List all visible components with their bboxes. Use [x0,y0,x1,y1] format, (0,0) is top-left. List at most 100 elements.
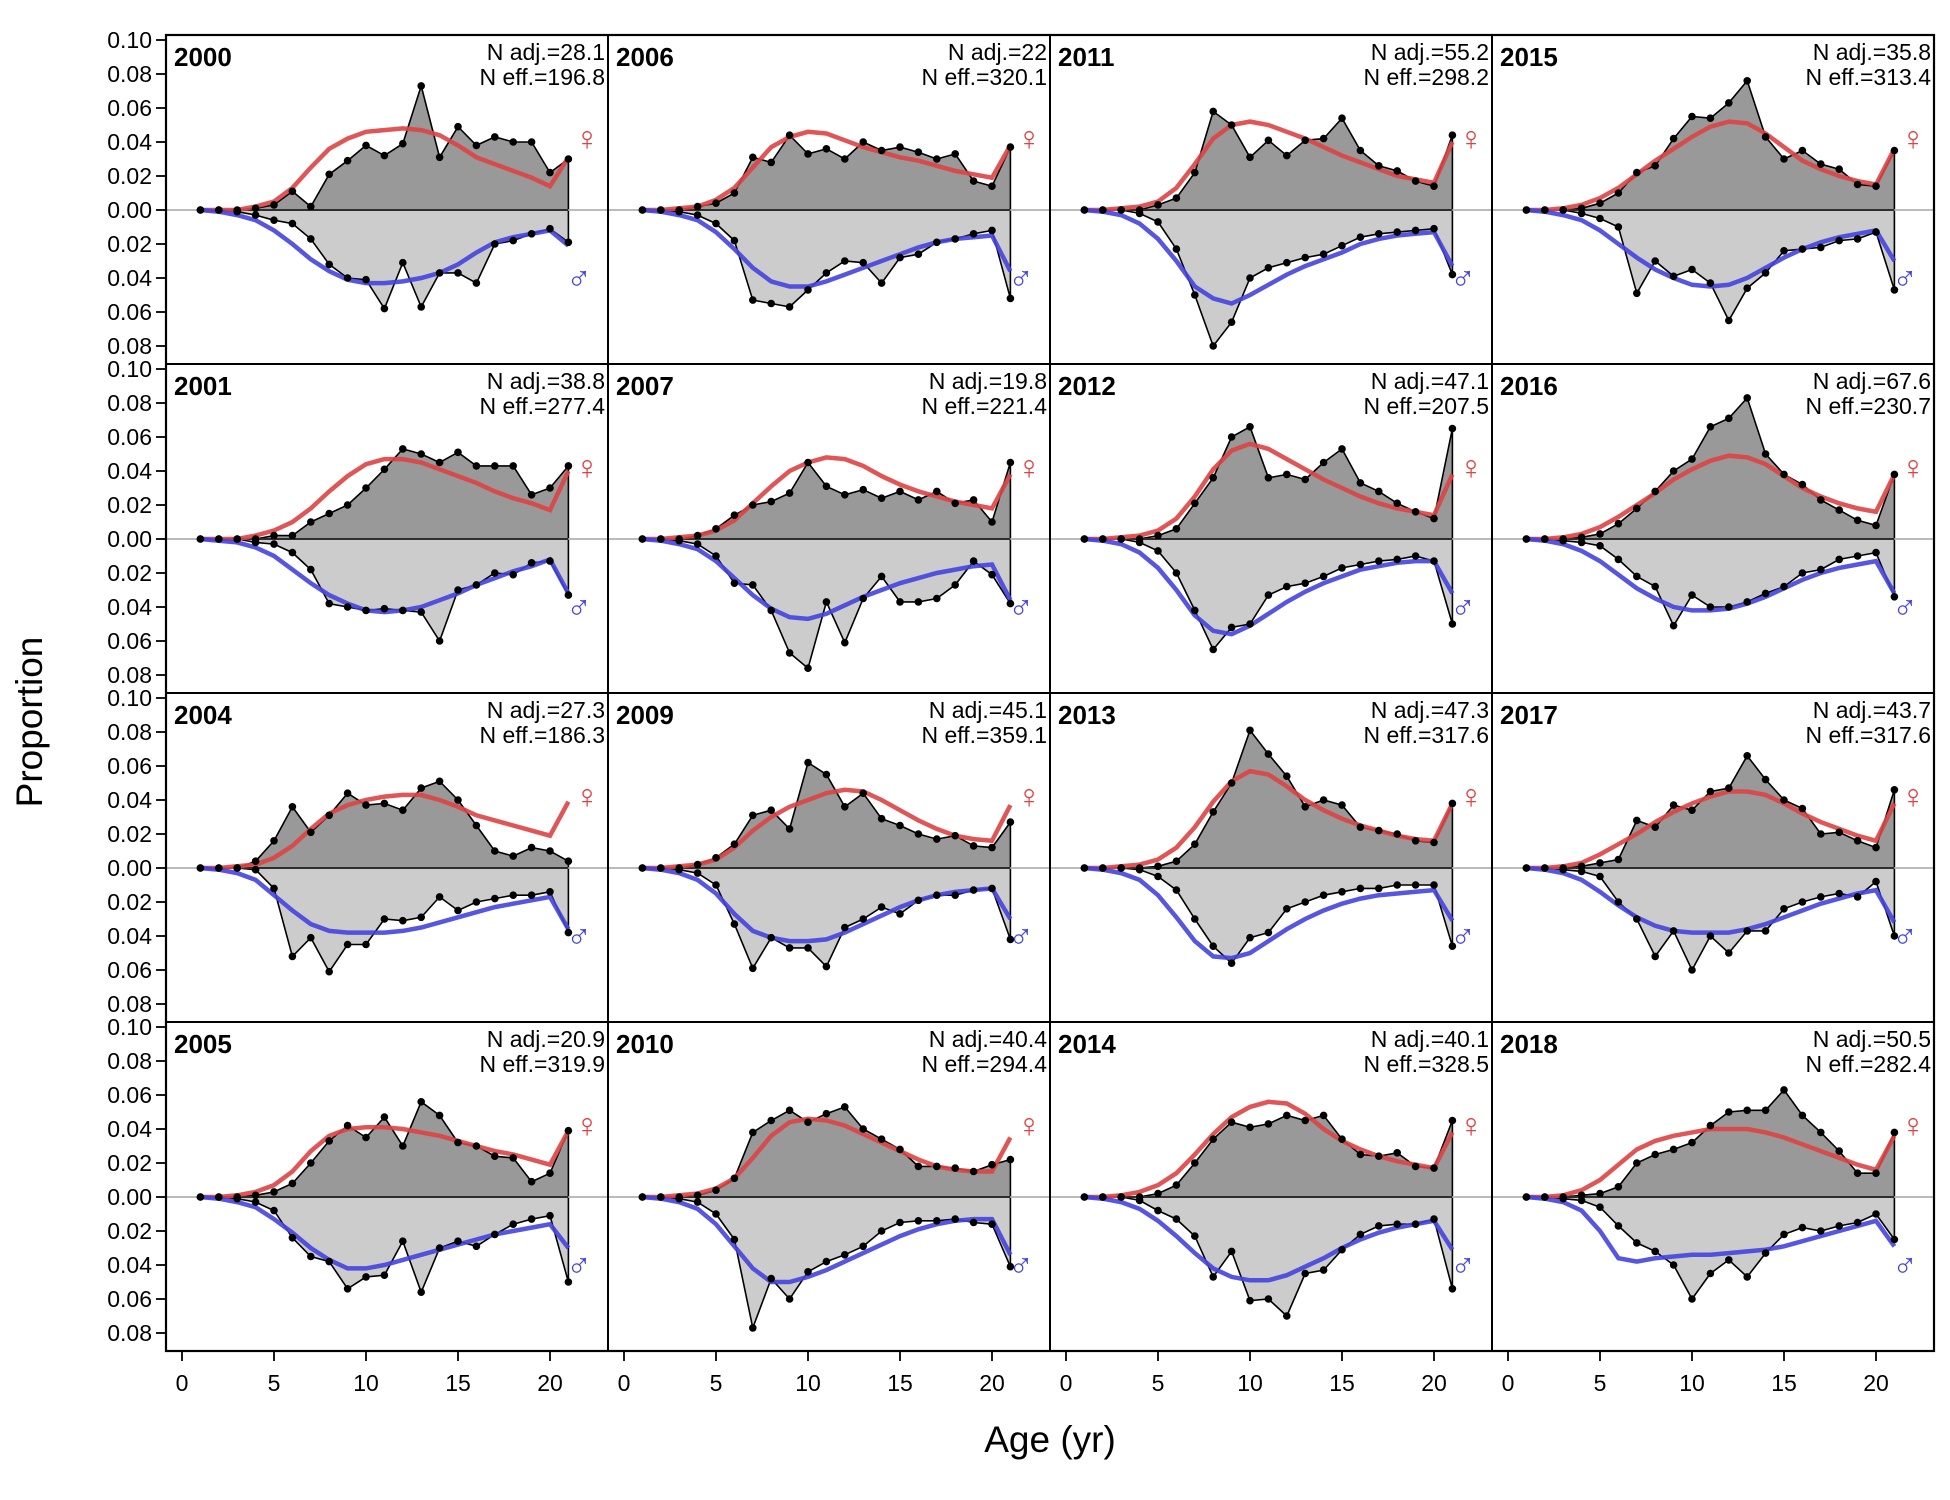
panel-year-label: 2006 [616,42,674,72]
male-obs-point [1338,241,1346,250]
n-eff-label: N eff.=186.3 [479,722,605,748]
male-obs-point [1633,572,1641,581]
female-obs-point [1853,1169,1862,1177]
x-tick-label: 10 [353,1370,379,1396]
panel-2012: ♀ ♂ 2012 N adj.=47.1N eff.=207.5 [1049,363,1493,694]
female-symbol: ♀ [1900,778,1926,816]
female-obs-point [1725,414,1733,423]
female-obs-point [1743,1106,1751,1115]
male-obs-point [767,933,775,942]
male-obs-point [1651,1247,1659,1256]
male-obs-point [1356,884,1365,893]
male-obs-point [1264,1295,1273,1303]
panel-2017: ♀ ♂ 2017 N adj.=43.7N eff.=317.6 [1491,692,1935,1023]
y-tick-label: 0.00 [107,855,152,881]
female-obs-point [914,496,923,504]
female-obs-point [859,1125,867,1133]
female-obs-point [1633,1159,1641,1167]
female-obs-point [749,153,757,162]
male-obs-point [1375,884,1383,893]
male-obs-point [1725,949,1733,957]
y-tick-label: 0.08 [107,1320,152,1346]
male-obs-point [564,238,573,247]
y-tick-label: 0.08 [107,333,152,359]
male-obs-point [1172,245,1181,253]
n-adj-label: N adj.=28.1 [487,39,605,65]
female-obs-point [1835,828,1843,837]
y-tick-label: 0.02 [107,492,152,518]
male-obs-point [933,238,941,247]
male-obs-point [1541,1193,1549,1201]
female-obs-point [1227,121,1236,129]
male-obs-point [1448,1285,1457,1293]
male-obs-point [1264,591,1273,599]
female-obs-point [1651,487,1659,496]
female-obs-point [454,796,462,804]
female-obs-point [1890,1128,1899,1137]
female-symbol: ♀ [1016,1107,1042,1145]
male-obs-point [1301,579,1309,587]
female-symbol: ♀ [574,449,600,487]
male-obs-point [657,864,665,872]
male-obs-point [454,1237,462,1245]
male-obs-point [859,258,867,267]
male-obs-point [914,896,923,905]
male-obs-point [693,1198,702,1206]
male-obs-point [1651,952,1659,961]
male-obs-point [785,649,794,657]
male-obs-point [1209,1273,1217,1281]
female-obs-point [969,842,978,850]
female-obs-point [1154,862,1162,871]
female-obs-point [251,857,260,865]
male-symbol: ♂ [1008,918,1034,956]
female-obs-point [509,462,517,470]
female-obs-point [270,837,278,845]
male-obs-point [215,1193,223,1201]
female-obs-point [1283,470,1291,479]
panel-2009: ♀ ♂ 2009 N adj.=45.1N eff.=359.1 [607,692,1051,1023]
male-obs-point [546,1211,554,1220]
male-obs-point [417,608,426,616]
female-obs-point [1817,496,1825,504]
male-obs-point [1725,1256,1733,1264]
male-obs-point [1099,1193,1107,1201]
female-obs-point [1338,445,1346,453]
female-obs-point [804,1118,812,1126]
male-obs-point [933,891,941,899]
panel-2005: ♀ ♂ 2005 N adj.=20.9N eff.=319.9 [165,1021,609,1352]
x-tick-label: 5 [710,1370,723,1396]
y-tick-label: 0.02 [107,1150,152,1176]
male-obs-point [859,1242,867,1251]
male-expected-line [200,207,570,286]
male-obs-point [785,944,794,952]
male-obs-point [675,865,683,874]
male-obs-point [1669,1261,1678,1269]
male-obs-point [693,869,702,877]
female-obs-point [1411,177,1420,185]
male-obs-point [288,219,297,228]
female-obs-point [988,518,996,526]
female-obs-point [1725,784,1733,792]
y-tick-label: 0.02 [107,560,152,586]
male-obs-point [1688,1295,1696,1303]
y-tick-label: 0.06 [107,95,152,121]
female-obs-point [1761,450,1770,458]
female-obs-point [767,158,775,167]
male-obs-point [693,540,702,548]
male-obs-point [546,557,554,565]
male-obs-point [822,1257,831,1266]
female-obs-point [841,491,849,499]
female-obs-point [951,150,959,158]
female-obs-point [804,150,812,158]
panel-plot-area [166,1098,608,1296]
female-symbol: ♀ [574,778,600,816]
male-obs-point [454,906,462,915]
panel-year-label: 2000 [174,42,232,72]
male-obs-point [1706,603,1715,611]
n-eff-label: N eff.=298.2 [1363,64,1489,90]
panel-year-label: 2016 [1500,371,1558,401]
panel-plot-area [608,1103,1050,1332]
male-obs-point [914,1217,923,1225]
female-obs-point [527,843,536,852]
male-obs-point [767,606,775,615]
